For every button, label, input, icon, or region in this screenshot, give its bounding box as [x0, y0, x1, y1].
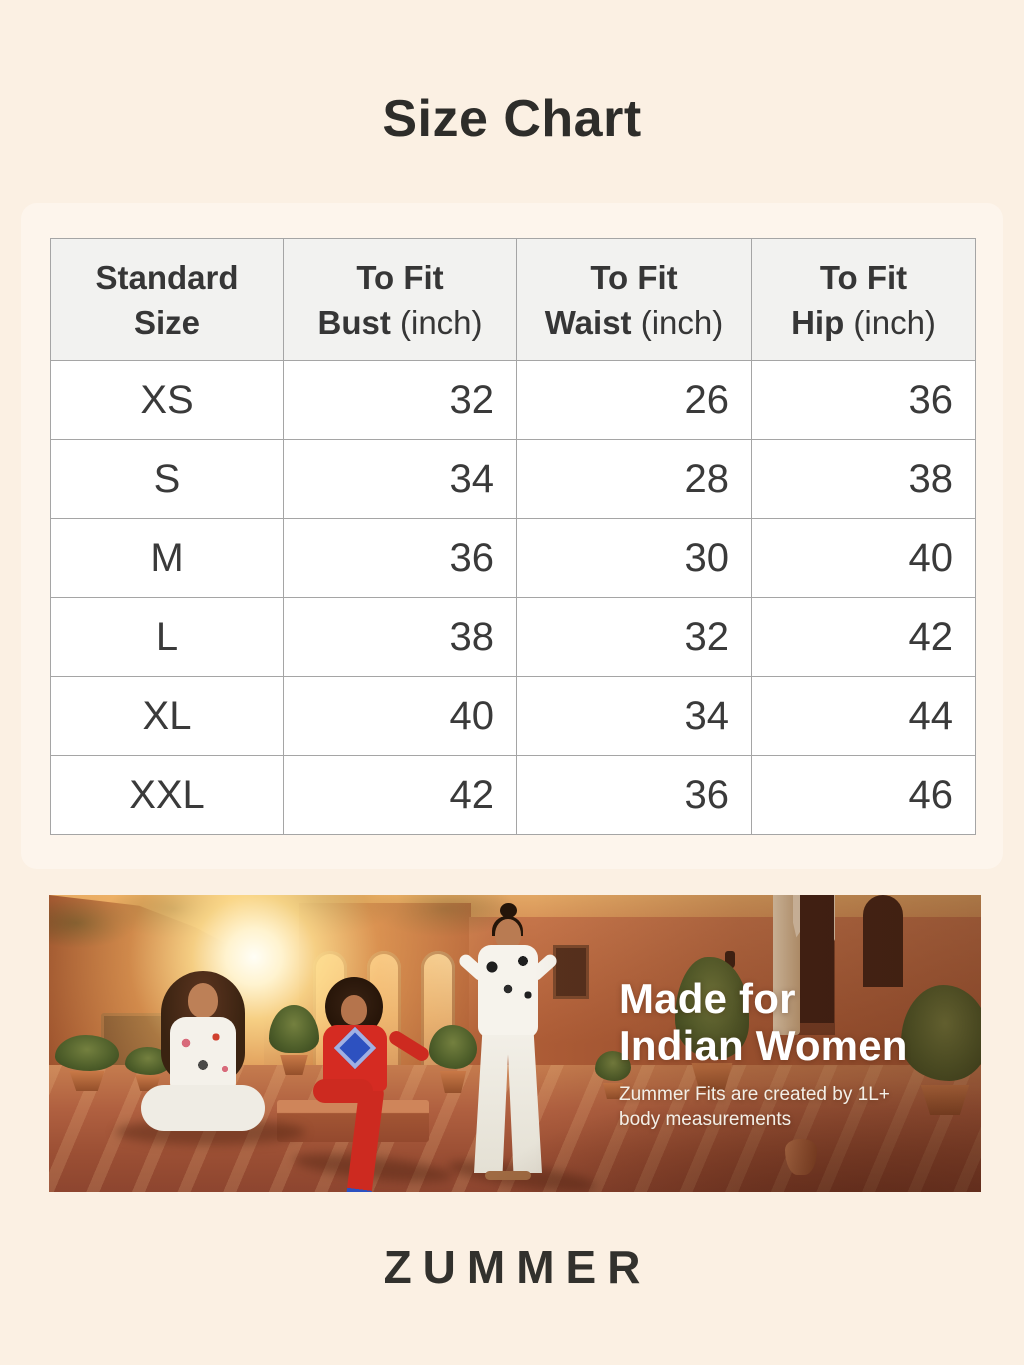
bent-knee	[313, 1079, 373, 1103]
potted-plant	[595, 1051, 631, 1099]
measurement-cell: 32	[283, 360, 517, 440]
measurement-cell: 44	[751, 676, 976, 756]
table-header: Standard Size To Fit Bust (inch) To Fit Waist…	[50, 238, 976, 361]
table-row: M 36 30 40	[50, 518, 976, 598]
banner-vignette	[49, 895, 981, 1192]
face	[341, 995, 367, 1025]
header-cell-waist: To Fit Waist (inch)	[516, 238, 752, 361]
feet	[485, 1171, 531, 1180]
woman-middle-figure	[297, 977, 432, 1192]
banner-subtext-line2: body measurements	[619, 1109, 792, 1130]
measurement-cell: 36	[283, 518, 517, 598]
embroidered-white-shirt	[170, 1017, 236, 1091]
table-row: XS 32 26 36	[50, 360, 976, 440]
size-cell: XXL	[50, 755, 284, 835]
measurement-cell: 40	[283, 676, 517, 756]
plant-foliage	[595, 1051, 631, 1081]
plant-pot	[69, 1071, 105, 1091]
potted-plant	[675, 957, 749, 1091]
measurement-cell: 42	[751, 597, 976, 677]
banner-subtext: Zummer Fits are created by 1L+ body meas…	[619, 1082, 975, 1130]
header-row: Standard Size To Fit Bust (inch) To Fit Waist…	[50, 238, 976, 361]
brand-logo: ZUMMER	[383, 1241, 652, 1293]
measurement-cell: 34	[283, 439, 517, 519]
plant-foliage	[901, 985, 981, 1081]
crossed-legs	[141, 1085, 265, 1131]
plant-foliage	[675, 957, 749, 1059]
woman-left-figure	[137, 971, 269, 1133]
size-cell: XL	[50, 676, 284, 756]
page-title: Size Chart	[382, 90, 642, 148]
plant-pot	[439, 1071, 467, 1093]
measurement-cell: 40	[751, 518, 976, 598]
table-row: XL 40 34 44	[50, 676, 976, 756]
measurement-cell: 36	[516, 755, 752, 835]
plant-pot	[603, 1083, 623, 1099]
plant-pot	[691, 1063, 733, 1091]
measurement-cell: 32	[516, 597, 752, 677]
face	[495, 919, 521, 950]
measurement-cell: 42	[283, 755, 517, 835]
measurement-cell: 36	[751, 360, 976, 440]
table-body: XS 32 26 36 S 34 28 38 M 36 30 40 L 38 32 42 XL 40 34 44 XXL…	[50, 360, 976, 835]
banner-headline-line2: Indian Women	[619, 1022, 908, 1069]
measurement-cell: 46	[751, 755, 976, 835]
size-cell: XS	[50, 360, 284, 440]
potted-plant	[55, 1035, 119, 1091]
plant-foliage	[429, 1025, 477, 1069]
size-cell: L	[50, 597, 284, 677]
plant-pot	[280, 1055, 308, 1075]
header-cell-hip: To Fit Hip (inch)	[751, 238, 976, 361]
terracotta-urn	[785, 1139, 817, 1175]
measurement-cell: 38	[283, 597, 517, 677]
measurement-cell: 38	[751, 439, 976, 519]
potted-plant	[429, 1025, 477, 1093]
potted-plant	[901, 985, 981, 1115]
measurement-cell: 28	[516, 439, 752, 519]
promo-banner: Made for Indian Women Zummer Fits are cr…	[49, 895, 981, 1192]
hair-bun	[500, 903, 517, 918]
header-cell-bust: To Fit Bust (inch)	[283, 238, 517, 361]
table-row: L 38 32 42	[50, 597, 976, 677]
measurement-cell: 34	[516, 676, 752, 756]
banner-headline-line1: Made for	[619, 975, 796, 1022]
size-chart-panel: Standard Size To Fit Bust (inch) To Fit Waist…	[21, 203, 1003, 869]
banner-text-block: Made for Indian Women Zummer Fits are cr…	[619, 975, 975, 1130]
table-row: XXL 42 36 46	[50, 755, 976, 835]
table-row: S 34 28 38	[50, 439, 976, 519]
plant-foliage	[269, 1005, 319, 1053]
face	[188, 983, 218, 1018]
woman-right-figure	[455, 903, 561, 1183]
plant-pot	[920, 1085, 970, 1115]
size-cell: M	[50, 518, 284, 598]
potted-plant	[269, 1005, 319, 1075]
floral-white-shirt	[478, 945, 538, 1037]
size-chart-table: Standard Size To Fit Bust (inch) To Fit Waist…	[50, 238, 976, 835]
plant-foliage	[55, 1035, 119, 1071]
size-cell: S	[50, 439, 284, 519]
measurement-cell: 26	[516, 360, 752, 440]
header-cell-size: Standard Size	[50, 238, 284, 361]
measurement-cell: 30	[516, 518, 752, 598]
banner-subtext-line1: Zummer Fits are created by 1L+	[619, 1084, 890, 1105]
